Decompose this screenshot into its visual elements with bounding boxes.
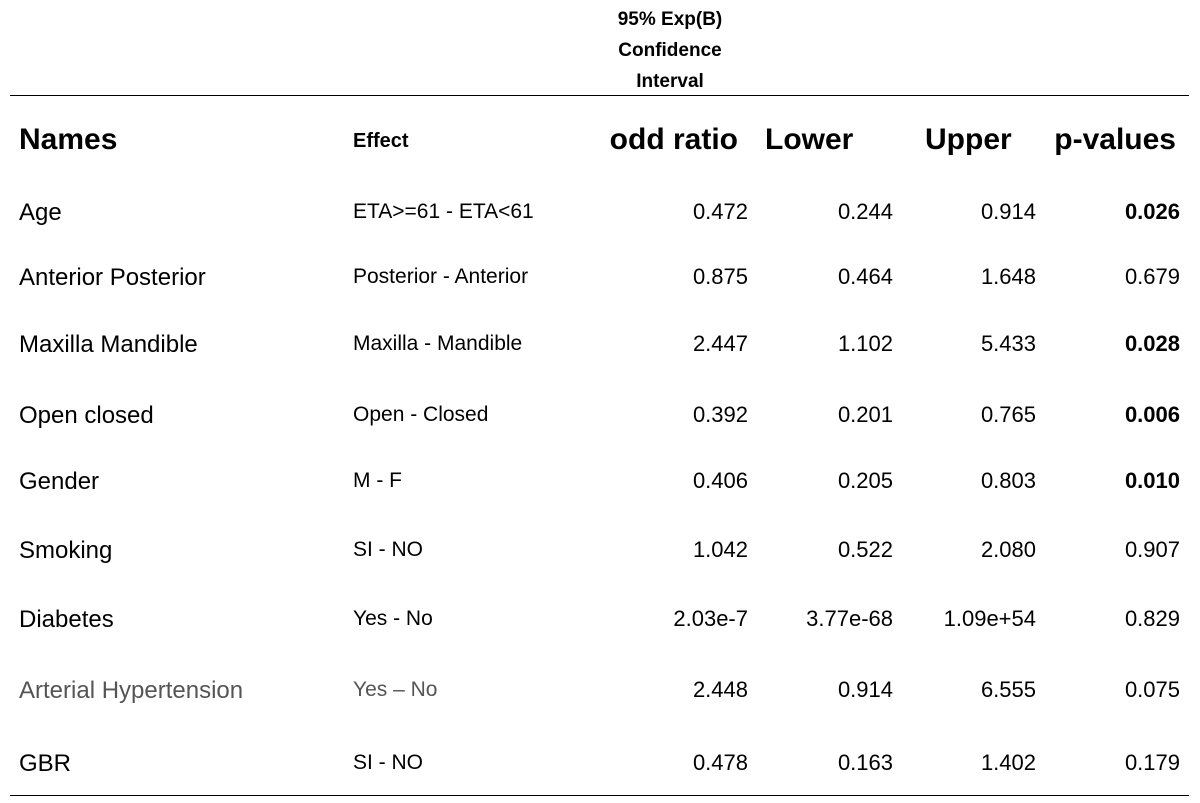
row-effect: Maxilla - Mandible — [353, 332, 523, 355]
row-upper: 1.648 — [980, 264, 1036, 289]
row-upper: 0.765 — [980, 402, 1036, 427]
row-odd-ratio: 0.406 — [692, 468, 748, 493]
row-name: Age — [19, 199, 62, 226]
row-upper: 5.433 — [980, 331, 1036, 356]
row-name: Arterial Hypertension — [19, 677, 244, 704]
header-p-values: p-values — [1054, 123, 1176, 156]
row-upper: 0.803 — [980, 468, 1036, 493]
row-upper: 1.402 — [980, 750, 1036, 775]
row-lower: 0.244 — [837, 199, 893, 224]
top-rule — [10, 95, 1189, 96]
row-lower: 0.522 — [837, 537, 893, 562]
row-p-value: 0.006 — [1124, 402, 1180, 427]
row-lower: 0.163 — [837, 750, 893, 775]
row-name: Smoking — [19, 537, 113, 564]
row-odd-ratio: 2.448 — [692, 677, 748, 702]
header-upper: Upper — [925, 123, 1012, 156]
row-lower: 0.201 — [837, 402, 893, 427]
row-lower: 1.102 — [837, 331, 893, 356]
row-upper: 2.080 — [980, 537, 1036, 562]
row-odd-ratio: 2.447 — [692, 331, 748, 356]
row-effect: ETA>=61 - ETA<61 — [353, 200, 534, 223]
row-effect: Yes - No — [353, 607, 433, 630]
confidence-interval-header: 95% Exp(B) Confidence Interval — [595, 4, 745, 97]
row-lower: 3.77e-68 — [806, 606, 893, 631]
row-effect: SI - NO — [353, 751, 424, 774]
header-lower: Lower — [765, 123, 854, 156]
header-names: Names — [19, 123, 118, 156]
row-odd-ratio: 1.042 — [692, 537, 748, 562]
row-lower: 0.914 — [837, 677, 893, 702]
row-p-value: 0.907 — [1124, 537, 1180, 562]
row-name: Gender — [19, 468, 100, 495]
ci-header-line: Interval — [636, 71, 704, 92]
row-p-value: 0.026 — [1124, 199, 1180, 224]
header-odd-ratio: odd ratio — [609, 123, 738, 156]
row-p-value: 0.010 — [1124, 468, 1180, 493]
row-odd-ratio: 0.478 — [692, 750, 748, 775]
row-upper: 0.914 — [980, 199, 1036, 224]
row-name: Anterior Posterior — [19, 264, 206, 291]
header-effect: Effect — [353, 130, 409, 152]
row-p-value: 0.829 — [1124, 606, 1180, 631]
row-name: Open closed — [19, 402, 154, 429]
row-upper: 1.09e+54 — [943, 606, 1036, 631]
row-upper: 6.555 — [980, 677, 1036, 702]
row-effect: M - F — [353, 469, 402, 492]
row-p-value: 0.075 — [1124, 677, 1180, 702]
row-p-value: 0.679 — [1124, 264, 1180, 289]
row-effect: SI - NO — [353, 538, 424, 561]
row-p-value: 0.179 — [1124, 750, 1180, 775]
row-lower: 0.205 — [837, 468, 893, 493]
ci-header-line: Confidence — [618, 40, 722, 61]
row-effect: Posterior - Anterior — [353, 265, 529, 288]
row-odd-ratio: 0.392 — [692, 402, 748, 427]
row-effect: Open - Closed — [353, 403, 489, 426]
row-lower: 0.464 — [837, 264, 893, 289]
row-name: Diabetes — [19, 606, 114, 633]
ci-header-line: 95% Exp(B) — [617, 9, 723, 30]
row-odd-ratio: 2.03e-7 — [673, 606, 748, 631]
row-odd-ratio: 0.472 — [692, 199, 748, 224]
row-effect: Yes – No — [353, 678, 438, 701]
row-p-value: 0.028 — [1124, 331, 1180, 356]
row-name: Maxilla Mandible — [19, 331, 198, 358]
row-odd-ratio: 0.875 — [692, 264, 748, 289]
bottom-rule — [10, 795, 1189, 796]
row-name: GBR — [19, 750, 72, 777]
